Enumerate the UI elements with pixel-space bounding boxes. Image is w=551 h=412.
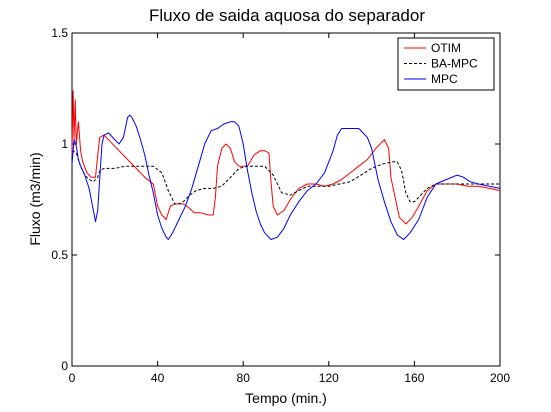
x-tick-label: 80: [237, 371, 251, 385]
legend-label: BA-MPC: [431, 57, 478, 71]
y-axis-label: Fluxo (m3/min): [27, 152, 43, 245]
series-line-ba-mpc: [71, 150, 500, 205]
chart-title: Fluxo de saida aquosa do separador: [149, 6, 425, 25]
x-axis-label: Tempo (min.): [245, 390, 327, 406]
series-line-otim: [71, 90, 501, 225]
axis-ticks: 0 40 80 120 160 200 0 0.5 1 1.5: [51, 26, 510, 385]
x-tick-label: 0: [69, 371, 76, 385]
y-tick-label: 0.5: [51, 248, 68, 262]
series-line-mpc: [71, 114, 501, 240]
legend-label: OTIM: [431, 41, 461, 55]
legend-label: MPC: [431, 72, 458, 86]
series-lines: [71, 90, 501, 240]
x-tick-label: 40: [151, 371, 165, 385]
x-tick-label: 160: [404, 371, 424, 385]
y-tick-label: 1.5: [51, 26, 68, 40]
y-tick-label: 1: [61, 137, 68, 151]
y-tick-label: 0: [61, 359, 68, 373]
x-tick-label: 120: [319, 371, 339, 385]
x-tick-label: 200: [490, 371, 510, 385]
